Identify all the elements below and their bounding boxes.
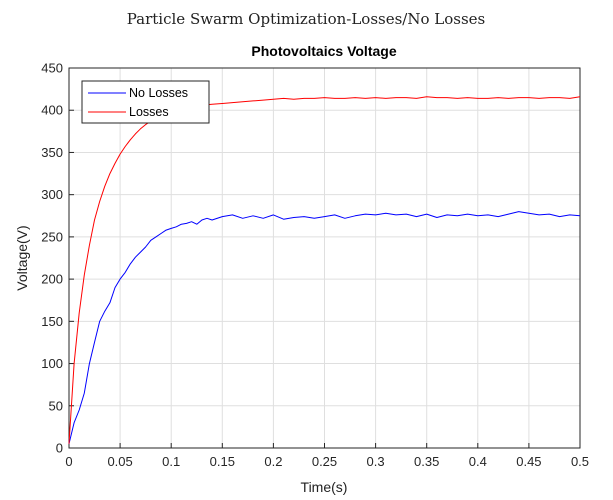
x-axis-label: Time(s) [301,479,348,495]
legend-box [81,80,210,124]
series-lines [68,96,581,444]
x-tick-label: 0.5 [571,454,589,469]
y-tick-label: 300 [41,187,63,202]
series-line-no-losses [68,211,581,444]
x-tick-label: 0.05 [107,454,132,469]
y-tick-label: 50 [49,398,63,413]
y-tick-label: 350 [41,145,63,160]
y-tick-label: 100 [41,356,63,371]
chart-title: Photovoltaics Voltage [251,43,396,59]
y-tick-label: 150 [41,314,63,329]
x-tick-label: 0.35 [414,454,439,469]
x-tick-label: 0.45 [516,454,541,469]
x-tick-label: 0 [65,454,72,469]
legend-label-losses: Losses [129,105,169,119]
legend: No Losses Losses [81,80,210,124]
series-line-losses [68,96,581,444]
x-tick-label: 0.3 [367,454,385,469]
y-tick-label: 450 [41,61,63,76]
x-tick-label: 0.15 [210,454,235,469]
y-tick-label: 400 [41,103,63,118]
x-tick-label: 0.4 [469,454,487,469]
x-tick-label: 0.1 [162,454,180,469]
y-axis-label: Voltage(V) [14,225,30,290]
axis-ticks: 0 0.05 0.1 0.15 0.2 0.25 0.3 0.35 0.4 0.45 0.5 0 50 1… [41,61,589,470]
x-tick-label: 0.2 [264,454,282,469]
legend-label-no-losses: No Losses [129,86,188,100]
x-tick-label: 0.25 [312,454,337,469]
y-tick-label: 0 [56,441,63,456]
y-tick-label: 250 [41,229,63,244]
y-tick-label: 200 [41,272,63,287]
figure-suptitle: Particle Swarm Optimization-Losses/No Lo… [127,10,486,28]
